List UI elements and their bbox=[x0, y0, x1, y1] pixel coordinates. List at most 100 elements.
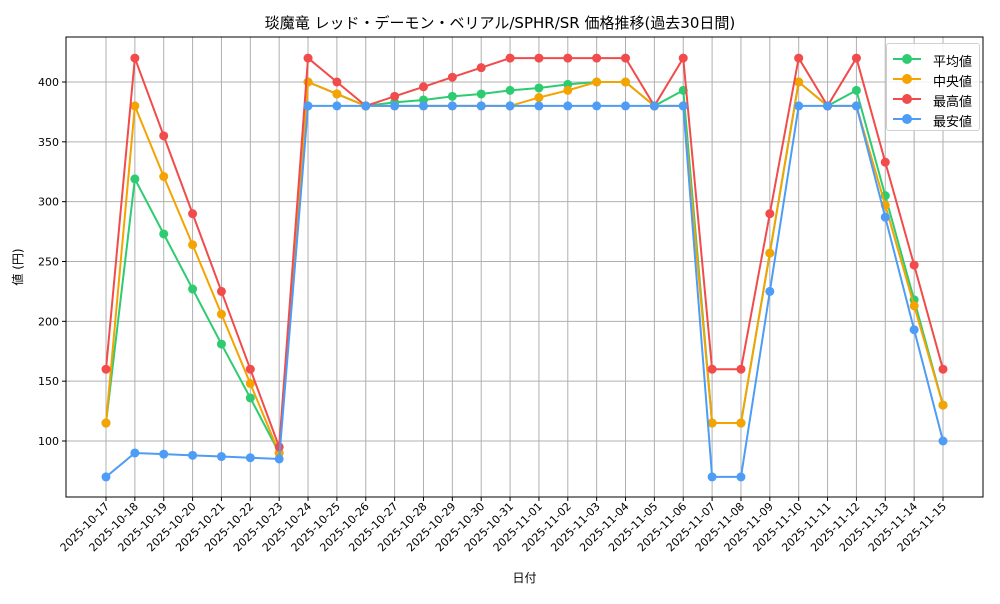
data-point bbox=[909, 260, 919, 270]
data-point bbox=[303, 53, 313, 63]
data-point bbox=[938, 400, 948, 410]
data-point bbox=[447, 91, 457, 101]
legend-item: 最安値 bbox=[887, 109, 979, 130]
data-point bbox=[476, 89, 486, 99]
legend-item: 最高値 bbox=[887, 89, 979, 110]
data-point bbox=[418, 101, 428, 111]
data-point bbox=[188, 284, 198, 294]
data-point bbox=[765, 248, 775, 258]
data-point bbox=[188, 240, 198, 250]
data-point bbox=[245, 393, 255, 403]
data-point bbox=[938, 364, 948, 374]
data-point bbox=[794, 77, 804, 87]
data-point bbox=[592, 77, 602, 87]
data-point bbox=[505, 85, 515, 95]
data-point bbox=[130, 53, 140, 63]
data-point bbox=[592, 101, 602, 111]
legend-marker-icon bbox=[902, 54, 912, 64]
data-point bbox=[332, 77, 342, 87]
data-point bbox=[765, 286, 775, 296]
data-point bbox=[476, 101, 486, 111]
data-point bbox=[101, 364, 111, 374]
data-point bbox=[534, 83, 544, 93]
data-point bbox=[678, 101, 688, 111]
axes-frame bbox=[65, 36, 984, 498]
data-point bbox=[621, 101, 631, 111]
data-point bbox=[851, 101, 861, 111]
data-point bbox=[765, 209, 775, 219]
data-point bbox=[216, 286, 226, 296]
data-point bbox=[332, 101, 342, 111]
data-point bbox=[534, 93, 544, 103]
data-point bbox=[245, 379, 255, 389]
data-point bbox=[418, 82, 428, 92]
data-point bbox=[823, 101, 833, 111]
data-point bbox=[159, 172, 169, 182]
data-point bbox=[736, 364, 746, 374]
y-tick-label: 200 bbox=[38, 315, 59, 328]
data-point bbox=[390, 91, 400, 101]
series-line bbox=[105, 80, 944, 457]
data-point bbox=[649, 101, 659, 111]
series-line bbox=[105, 54, 944, 448]
data-point bbox=[130, 174, 140, 184]
legend-item: 中央値 bbox=[887, 69, 979, 90]
data-point bbox=[534, 101, 544, 111]
y-tick-label: 250 bbox=[38, 256, 59, 269]
data-point bbox=[851, 85, 861, 95]
data-point bbox=[563, 101, 573, 111]
data-point bbox=[707, 364, 717, 374]
data-point bbox=[332, 89, 342, 99]
legend-label: 最安値 bbox=[933, 115, 973, 130]
data-point bbox=[130, 101, 140, 111]
y-tick-label: 350 bbox=[38, 136, 59, 149]
data-point bbox=[303, 101, 313, 111]
data-point bbox=[621, 77, 631, 87]
data-point bbox=[534, 53, 544, 63]
y-tick-label: 150 bbox=[38, 375, 59, 388]
y-tick-label: 300 bbox=[38, 196, 59, 209]
data-point bbox=[216, 452, 226, 462]
data-point bbox=[101, 418, 111, 428]
data-point bbox=[707, 418, 717, 428]
data-point bbox=[159, 229, 169, 239]
y-axis-label: 値 (円) bbox=[10, 248, 25, 285]
data-point bbox=[563, 53, 573, 63]
data-point bbox=[880, 157, 890, 167]
data-point bbox=[621, 53, 631, 63]
y-tick-label: 100 bbox=[38, 435, 59, 448]
data-point bbox=[447, 101, 457, 111]
data-point bbox=[909, 325, 919, 335]
data-point bbox=[274, 454, 284, 464]
data-point bbox=[303, 77, 313, 87]
data-point bbox=[390, 101, 400, 111]
data-point bbox=[794, 101, 804, 111]
series-line bbox=[105, 80, 944, 454]
data-point bbox=[505, 53, 515, 63]
data-point bbox=[216, 309, 226, 319]
legend-label: 最高値 bbox=[933, 95, 973, 110]
series-line bbox=[105, 104, 944, 478]
data-point bbox=[851, 53, 861, 63]
data-point bbox=[188, 450, 198, 460]
legend-marker-icon bbox=[902, 74, 912, 84]
data-point bbox=[736, 418, 746, 428]
data-point bbox=[188, 209, 198, 219]
data-point bbox=[592, 53, 602, 63]
data-point bbox=[245, 453, 255, 463]
data-point bbox=[361, 101, 371, 111]
data-point bbox=[505, 101, 515, 111]
data-point bbox=[938, 436, 948, 446]
data-point bbox=[245, 364, 255, 374]
data-point bbox=[159, 449, 169, 459]
legend-label: 平均値 bbox=[933, 55, 973, 70]
data-point bbox=[101, 472, 111, 482]
legend-label: 中央値 bbox=[933, 75, 973, 90]
data-point bbox=[736, 472, 746, 482]
data-point bbox=[880, 212, 890, 222]
data-point bbox=[909, 301, 919, 311]
data-point bbox=[707, 472, 717, 482]
data-point bbox=[476, 63, 486, 73]
data-point bbox=[159, 131, 169, 141]
